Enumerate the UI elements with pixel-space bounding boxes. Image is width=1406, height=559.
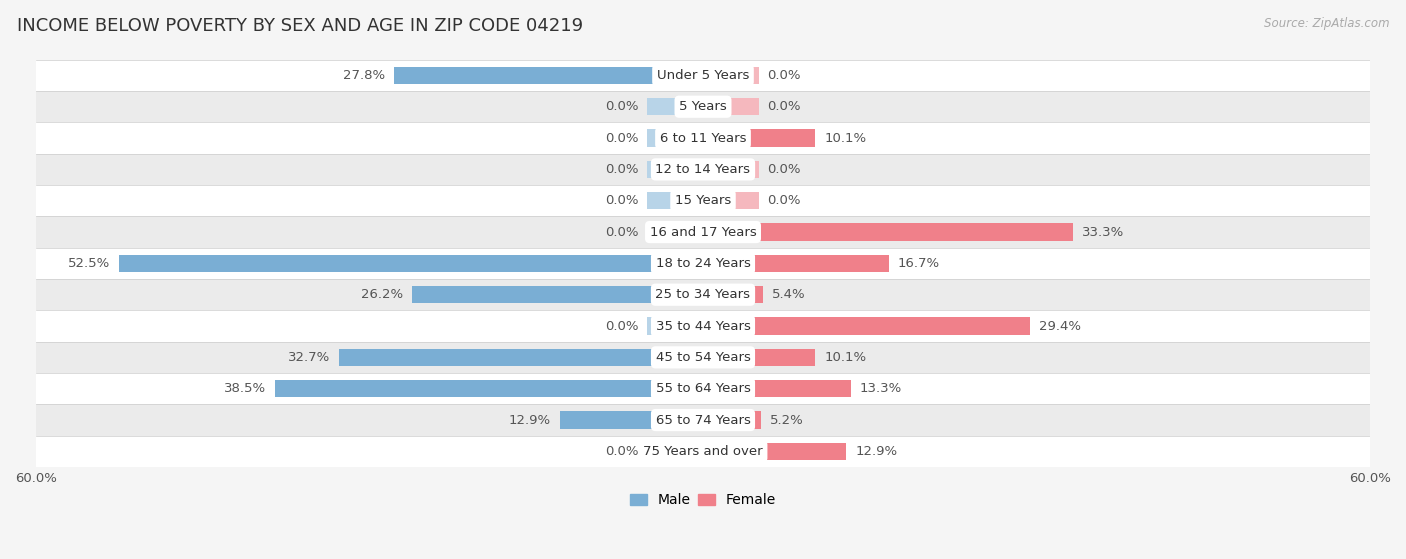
Bar [412, 286, 703, 304]
Text: 5 Years: 5 Years [679, 100, 727, 113]
Text: 0.0%: 0.0% [605, 163, 638, 176]
Text: 15 Years: 15 Years [675, 194, 731, 207]
Bar [703, 67, 759, 84]
Bar [703, 318, 1029, 335]
Text: 0.0%: 0.0% [605, 225, 638, 239]
Text: 65 to 74 Years: 65 to 74 Years [655, 414, 751, 427]
Bar [647, 443, 703, 460]
Legend: Male, Female: Male, Female [624, 488, 782, 513]
Text: 13.3%: 13.3% [859, 382, 903, 395]
Text: 38.5%: 38.5% [224, 382, 266, 395]
Text: 75 Years and over: 75 Years and over [643, 445, 763, 458]
Bar [647, 130, 703, 146]
Bar [703, 443, 846, 460]
Text: 35 to 44 Years: 35 to 44 Years [655, 320, 751, 333]
FancyBboxPatch shape [37, 435, 1369, 467]
Bar [647, 192, 703, 209]
Text: 25 to 34 Years: 25 to 34 Years [655, 288, 751, 301]
Text: 33.3%: 33.3% [1083, 225, 1125, 239]
FancyBboxPatch shape [37, 342, 1369, 373]
Text: INCOME BELOW POVERTY BY SEX AND AGE IN ZIP CODE 04219: INCOME BELOW POVERTY BY SEX AND AGE IN Z… [17, 17, 583, 35]
Text: 12.9%: 12.9% [509, 414, 551, 427]
Text: Source: ZipAtlas.com: Source: ZipAtlas.com [1264, 17, 1389, 30]
Bar [647, 224, 703, 241]
Text: 26.2%: 26.2% [361, 288, 404, 301]
Text: 55 to 64 Years: 55 to 64 Years [655, 382, 751, 395]
Text: 27.8%: 27.8% [343, 69, 385, 82]
Bar [647, 161, 703, 178]
Bar [647, 98, 703, 115]
Bar [703, 224, 1073, 241]
Text: 45 to 54 Years: 45 to 54 Years [655, 351, 751, 364]
Bar [703, 161, 759, 178]
Bar [703, 192, 759, 209]
Bar [703, 286, 763, 304]
Text: 5.4%: 5.4% [772, 288, 806, 301]
Bar [703, 255, 889, 272]
Bar [703, 380, 851, 397]
Text: 12 to 14 Years: 12 to 14 Years [655, 163, 751, 176]
FancyBboxPatch shape [37, 122, 1369, 154]
Text: 12.9%: 12.9% [855, 445, 897, 458]
Text: 0.0%: 0.0% [768, 194, 801, 207]
Bar [703, 349, 815, 366]
Bar [120, 255, 703, 272]
Bar [703, 130, 815, 146]
Text: 0.0%: 0.0% [768, 163, 801, 176]
FancyBboxPatch shape [37, 279, 1369, 310]
FancyBboxPatch shape [37, 185, 1369, 216]
Text: 6 to 11 Years: 6 to 11 Years [659, 131, 747, 145]
Text: 5.2%: 5.2% [769, 414, 803, 427]
Text: 0.0%: 0.0% [768, 69, 801, 82]
Text: 0.0%: 0.0% [605, 100, 638, 113]
Bar [394, 67, 703, 84]
FancyBboxPatch shape [37, 216, 1369, 248]
Bar [703, 98, 759, 115]
Bar [560, 411, 703, 429]
Text: 0.0%: 0.0% [605, 131, 638, 145]
Text: 0.0%: 0.0% [605, 445, 638, 458]
FancyBboxPatch shape [37, 310, 1369, 342]
FancyBboxPatch shape [37, 404, 1369, 435]
FancyBboxPatch shape [37, 373, 1369, 404]
Bar [339, 349, 703, 366]
Text: 16.7%: 16.7% [897, 257, 939, 270]
Text: 10.1%: 10.1% [824, 351, 866, 364]
Text: 0.0%: 0.0% [768, 100, 801, 113]
FancyBboxPatch shape [37, 154, 1369, 185]
Bar [276, 380, 703, 397]
Text: 18 to 24 Years: 18 to 24 Years [655, 257, 751, 270]
Bar [647, 318, 703, 335]
Text: Under 5 Years: Under 5 Years [657, 69, 749, 82]
Text: 29.4%: 29.4% [1039, 320, 1081, 333]
Text: 32.7%: 32.7% [288, 351, 330, 364]
Text: 0.0%: 0.0% [605, 194, 638, 207]
Text: 52.5%: 52.5% [67, 257, 111, 270]
Text: 0.0%: 0.0% [605, 320, 638, 333]
FancyBboxPatch shape [37, 60, 1369, 91]
FancyBboxPatch shape [37, 248, 1369, 279]
Text: 16 and 17 Years: 16 and 17 Years [650, 225, 756, 239]
Bar [703, 411, 761, 429]
Text: 10.1%: 10.1% [824, 131, 866, 145]
FancyBboxPatch shape [37, 91, 1369, 122]
